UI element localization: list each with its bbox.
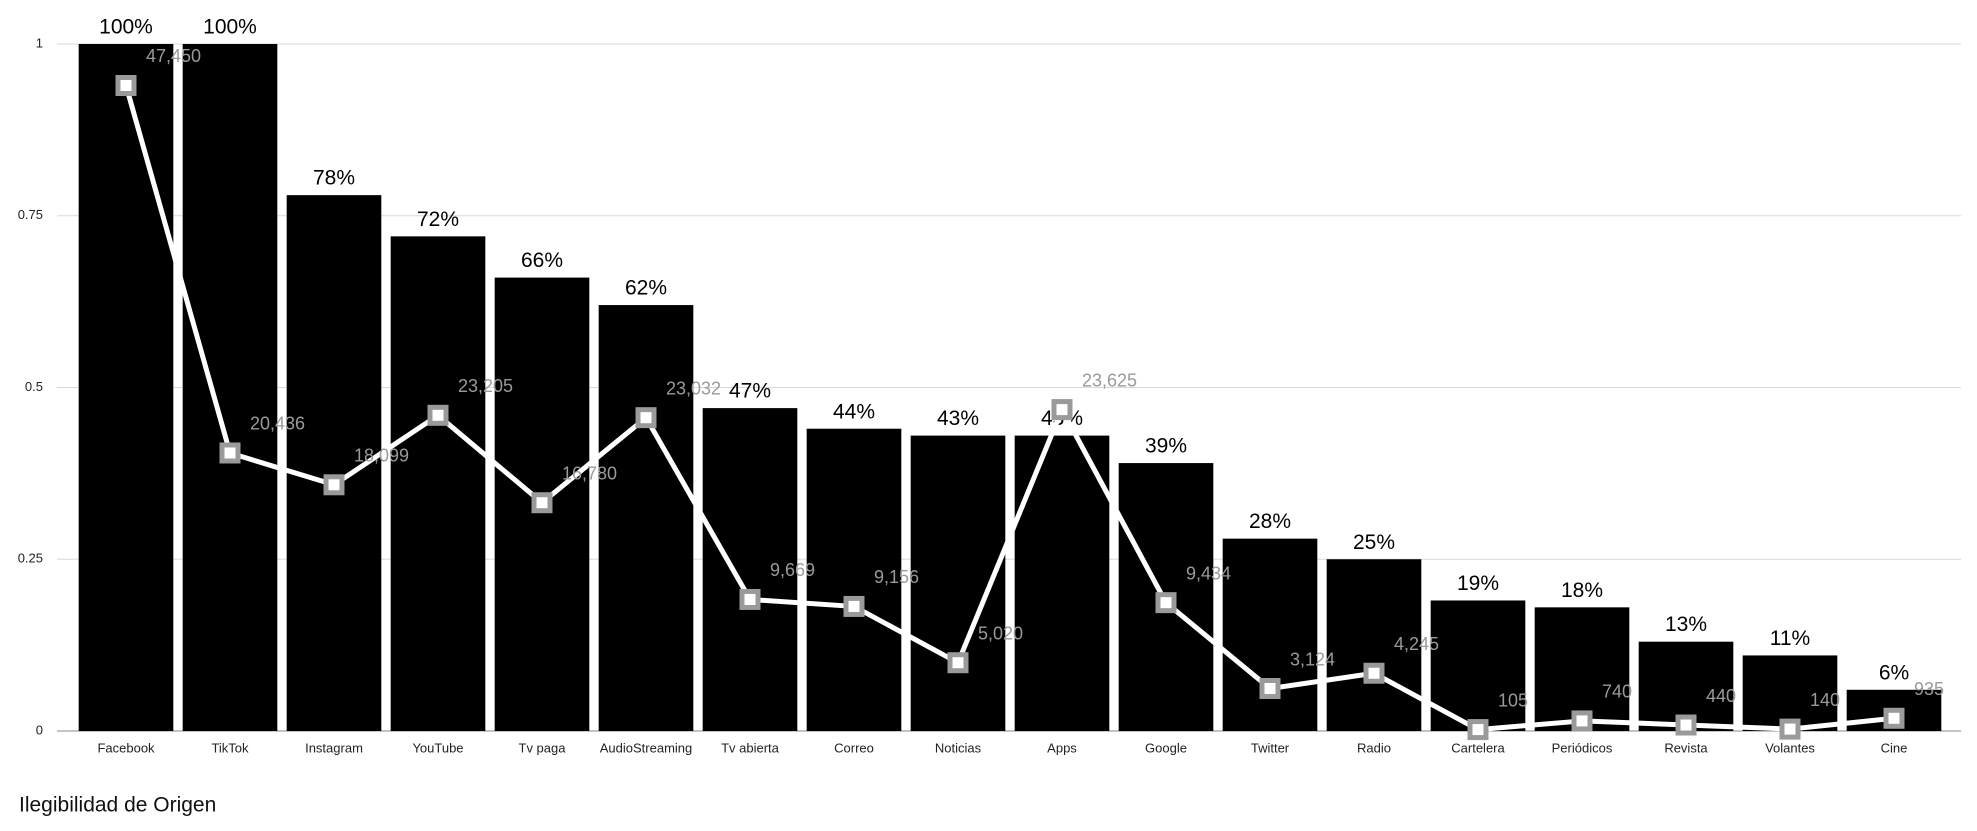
bar — [1534, 607, 1630, 731]
x-tick-label: Cine — [1881, 740, 1908, 755]
line-value-label: 23,032 — [666, 378, 721, 398]
x-tick-label: Instagram — [305, 740, 363, 755]
line-value-label: 16,780 — [562, 463, 617, 483]
bar — [78, 44, 174, 731]
line-marker — [947, 652, 969, 674]
line-marker — [739, 588, 761, 610]
bar-value-label: 47% — [729, 380, 771, 403]
bar-value-label: 19% — [1457, 572, 1499, 595]
x-tick-label: Tv paga — [519, 740, 567, 755]
x-tick-label: TikTok — [211, 740, 249, 755]
line-value-label: 23,205 — [458, 376, 513, 396]
y-tick-label: 0.75 — [18, 207, 43, 222]
bar-value-label: 25% — [1353, 531, 1395, 554]
bar — [390, 236, 486, 732]
x-tick-label: Revista — [1664, 740, 1708, 755]
x-tick-label: Cartelera — [1451, 740, 1505, 755]
bar-value-label: 100% — [203, 16, 257, 39]
line-marker — [635, 407, 657, 429]
bar-value-label: 44% — [833, 400, 875, 423]
line-marker — [1051, 399, 1073, 421]
x-tick-label: Facebook — [97, 740, 155, 755]
y-tick-label: 1 — [36, 35, 43, 50]
bar — [1014, 435, 1110, 731]
line-marker — [843, 595, 865, 617]
bar — [182, 44, 278, 731]
x-tick-label: Tv abierta — [721, 740, 780, 755]
line-value-label: 935 — [1914, 679, 1944, 699]
x-tick-label: Volantes — [1765, 740, 1815, 755]
line-marker — [115, 74, 137, 96]
y-tick-label: 0.25 — [18, 551, 43, 566]
line-marker — [427, 404, 449, 426]
note: Ilegibilidad de Origen — [19, 794, 216, 817]
x-tick-label: Apps — [1047, 740, 1077, 755]
x-tick-label: Twitter — [1251, 740, 1290, 755]
x-tick-label: AudioStreaming — [600, 740, 693, 755]
x-tick-label: Google — [1145, 740, 1187, 755]
bar — [1222, 538, 1318, 731]
bar — [1430, 600, 1526, 731]
line-value-label: 140 — [1810, 690, 1840, 710]
bar — [1742, 655, 1838, 731]
bar — [806, 428, 902, 731]
x-tick-label: YouTube — [412, 740, 463, 755]
line-value-label: 9,156 — [874, 567, 919, 587]
line-value-label: 440 — [1706, 686, 1736, 706]
line-value-label: 9,434 — [1186, 563, 1231, 583]
line-marker — [1259, 678, 1281, 700]
line-value-label: 3,124 — [1290, 649, 1335, 669]
bar-value-label: 43% — [937, 407, 979, 430]
bar-value-label: 13% — [1665, 613, 1707, 636]
line-value-label: 4,245 — [1394, 634, 1439, 654]
bar-value-label: 72% — [417, 208, 459, 231]
line-marker — [323, 474, 345, 496]
x-tick-label: Radio — [1357, 740, 1391, 755]
line-marker — [219, 442, 241, 464]
line-value-label: 9,669 — [770, 560, 815, 580]
bar-value-label: 100% — [99, 16, 153, 39]
line-value-label: 23,625 — [1082, 370, 1137, 390]
bar — [598, 305, 694, 731]
y-tick-label: 0.5 — [25, 379, 43, 394]
line-marker — [1155, 592, 1177, 614]
bar-value-label: 18% — [1561, 579, 1603, 602]
x-tick-label: Noticias — [935, 740, 982, 755]
bar-value-label: 28% — [1249, 510, 1291, 533]
bar-value-label: 6% — [1879, 661, 1909, 684]
line-value-label: 5,020 — [978, 623, 1023, 643]
line-marker — [1467, 719, 1489, 741]
x-tick-label: Correo — [834, 740, 874, 755]
line-marker — [1779, 718, 1801, 740]
bar — [702, 408, 798, 731]
line-marker — [531, 492, 553, 514]
line-value-label: 740 — [1602, 682, 1632, 702]
line-value-label: 105 — [1498, 690, 1528, 710]
bar-value-label: 78% — [313, 167, 355, 190]
line-marker — [1883, 707, 1905, 729]
bar-value-label: 39% — [1145, 435, 1187, 458]
line-marker — [1675, 714, 1697, 736]
line-marker — [1363, 662, 1385, 684]
bar — [1326, 559, 1422, 731]
bar-value-label: 66% — [521, 249, 563, 272]
line — [123, 84, 1895, 733]
line-value-label: 47,450 — [146, 46, 201, 66]
x-tick-label: Periódicos — [1552, 740, 1613, 755]
line-marker — [1571, 710, 1593, 732]
bar-value-label: 11% — [1770, 627, 1810, 650]
y-tick-label: 0 — [36, 722, 43, 737]
line-value-label: 18,099 — [354, 446, 409, 466]
line-value-label: 20,436 — [250, 414, 305, 434]
bar-value-label: 62% — [625, 277, 667, 300]
